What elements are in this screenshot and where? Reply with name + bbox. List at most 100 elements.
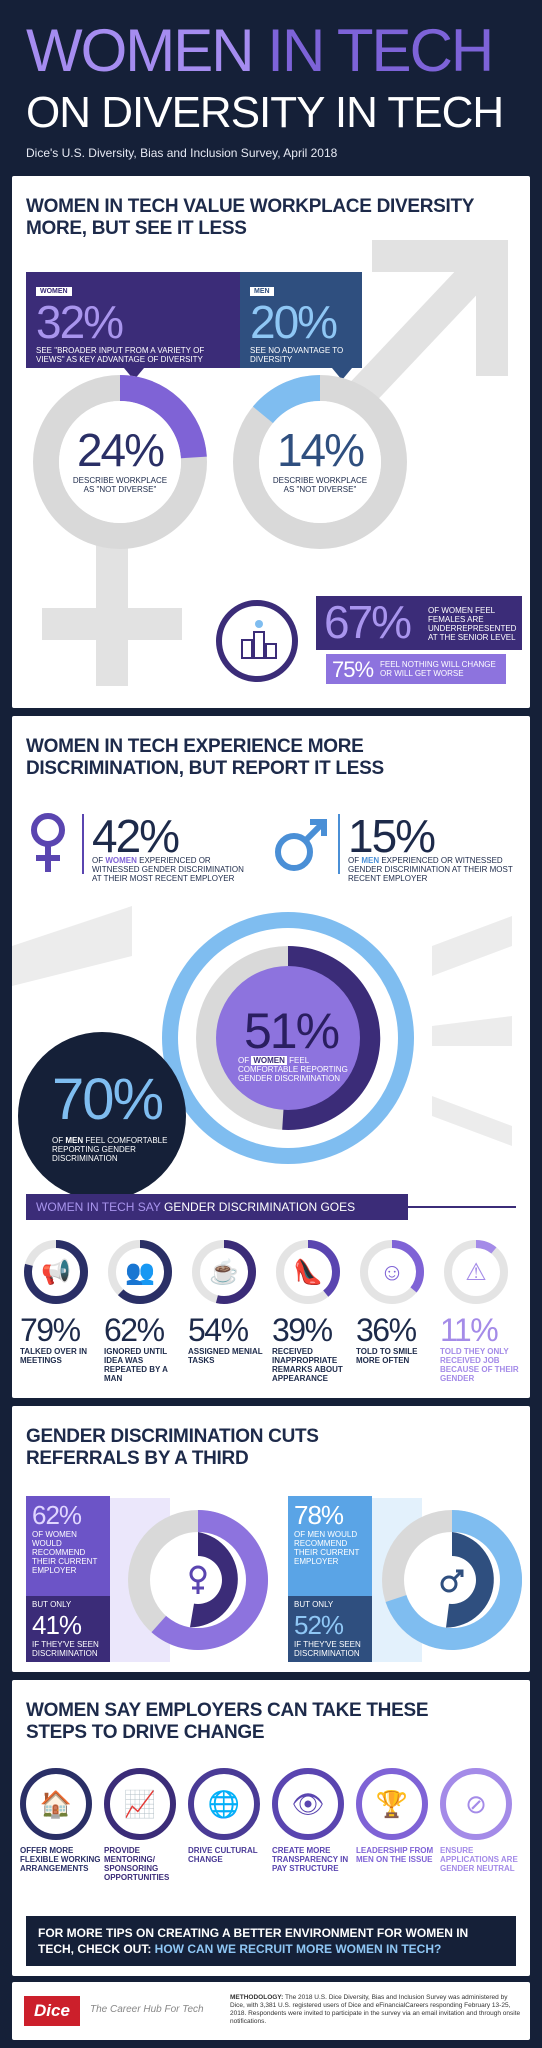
section1-title: WOMEN IN TECH VALUE WORKPLACE DIVERSITY … [26,196,474,240]
dice-logo: Dice [24,1996,80,2026]
item-pct: 39% [272,1312,333,1348]
banner-rule [408,1206,516,1208]
step-item: 👁 CREATE MORE TRANSPARENCY IN PAY STRUCTU… [272,1768,354,1873]
step-ring: 🏠 [20,1768,92,1840]
section4-title-line1: WOMEN SAY EMPLOYERS CAN TAKE THESE [26,1700,429,1721]
men-not-diverse-text: DESCRIBE WORKPLACE AS "NOT DIVERSE" [272,476,368,494]
item-ring: 📢 [24,1240,88,1304]
discrimination-item: ☺ 36% TOLD TO SMILE MORE OFTEN [356,1236,436,1365]
women-discrimination-text: OF WOMEN EXPERIENCED OR WITNESSED GENDER… [92,856,252,883]
women-disc-pre: OF [92,856,106,865]
smile-icon: ☺ [380,1259,405,1286]
megaphone-icon: 📢 [41,1258,71,1286]
senior-level-box: 67% OF WOMEN FEEL FEMALES ARE UNDERREPRE… [316,596,522,650]
men-disc-pre: OF [348,856,362,865]
men-comfortable-pct: 70% [52,1067,164,1132]
center-pre: OF [238,1056,252,1065]
coffee-icon: ☕ [209,1257,239,1286]
main-title-line2: ON DIVERSITY IN TECH [26,88,504,137]
women-disc-word: WOMEN [105,856,137,865]
discrimination-item: ⚠ 11% TOLD THEY ONLY RECEIVED JOB BECAUSE … [440,1236,520,1383]
women-comfortable-pct: 51% [244,1003,340,1059]
women-not-diverse-text: DESCRIBE WORKPLACE AS "NOT DIVERSE" [72,476,168,494]
podium-icon: 🏆 [375,1788,409,1819]
men-seen-text: IF THEY'VE SEEN DISCRIMINATION [294,1640,361,1658]
item-ring: ☕ [192,1240,256,1304]
section2-title-line1: WOMEN IN TECH EXPERIENCE MORE [26,736,364,757]
step-item: 🏠 OFFER MORE FLEXIBLE WORKING ARRANGEMENT… [20,1768,102,1873]
banner-part1: WOMEN IN TECH SAY [36,1200,161,1214]
women-not-diverse-ring [33,375,207,549]
female-symbol-icon [31,813,65,872]
men70-post: FEEL COMFORTABLE REPORTING GENDER DISCRI… [52,1136,168,1163]
discrimination-item: 📢 79% TALKED OVER IN MEETINGS [20,1236,100,1365]
subtitle: Dice's U.S. Diversity, Bias and Inclusio… [26,146,338,160]
step-ring: 🏆 [356,1768,428,1840]
step-text: ENSURE APPLICATIONS ARE GENDER NEUTRAL [440,1846,518,1873]
senior-level-pct: 67% [324,596,412,648]
men-not-diverse-ring [233,375,407,549]
women-comfortable-text: OF WOMEN FEEL COMFORTABLE REPORTING GEND… [238,1056,348,1083]
women-tag: WOMEN [36,287,72,296]
cta-line2: TECH, CHECK OUT: HOW CAN WE RECRUIT MORE… [38,1941,504,1957]
center-post: FEEL COMFORTABLE REPORTING GENDER DISCRI… [238,1056,348,1083]
step-ring: 📈 [104,1768,176,1840]
cta-box: FOR MORE TIPS ON CREATING A BETTER ENVIR… [26,1916,516,1966]
center-word: WOMEN [251,1056,287,1065]
step-text: CREATE MORE TRANSPARENCY IN PAY STRUCTUR… [272,1846,349,1873]
women-referral-ring [110,1498,269,1662]
section-workplace-diversity: WOMEN IN TECH VALUE WORKPLACE DIVERSITY … [12,176,530,708]
item-ring: 👥 [108,1240,172,1304]
men-discrimination-pct: 15% [348,810,436,862]
beyond-pay-banner: WOMEN IN TECH SAY GENDER DISCRIMINATION … [26,1194,408,1240]
men-not-diverse-pct: 14% [276,424,365,476]
step-item: ⊘ ENSURE APPLICATIONS ARE GENDER NEUTRAL [440,1768,522,1873]
section1-title-line2: MORE, BUT SEE IT LESS [26,218,247,239]
banner-part2: GENDER DISCRIMINATION GOES BEYOND PAY [36,1200,356,1240]
men-advantage-text: SEE NO ADVANTAGE TO DIVERSITY [250,346,344,364]
senior-level-text: OF WOMEN FEEL FEMALES ARE UNDERREPRESENT… [428,606,517,642]
men-referral-ring [372,1498,522,1662]
section2-title: WOMEN IN TECH EXPERIENCE MORE DISCRIMINA… [26,736,384,780]
reporting-comfort-graphic [12,906,512,1196]
item-text: RECEIVED INAPPROPRIATE REMARKS ABOUT APP… [272,1347,343,1383]
men-divider [338,814,340,874]
section-referrals: GENDER DISCRIMINATION CUTS REFERRALS BY … [12,1406,530,1672]
men70-word: MEN [65,1136,84,1145]
heel-icon: 👠 [293,1257,323,1286]
women-seen-text: IF THEY'VE SEEN DISCRIMINATION [32,1640,99,1658]
women-advantage-pct: 32% [36,296,124,348]
men-tag: MEN [250,287,274,296]
no-gender-icon: ⊘ [465,1788,487,1819]
men70-pre: OF [52,1136,66,1145]
section4-title-line2: STEPS TO DRIVE CHANGE [26,1722,265,1743]
men-recommend-text: OF MEN WOULD RECOMMEND THEIR CURRENT EMP… [294,1530,360,1566]
women-advantage-text: SEE "BROADER INPUT FROM A VARIETY OF VIE… [36,346,205,364]
step-ring: 🌐 [188,1768,260,1840]
item-pct: 36% [356,1312,417,1348]
step-item: 🏆 LEADERSHIP FROM MEN ON THE ISSUE [356,1768,438,1864]
title-women: WOMEN [26,17,255,84]
briefcase-home-icon: 🏠 [39,1788,73,1819]
discrimination-item: ☕ 54% ASSIGNED MENIAL TASKS [188,1236,268,1365]
women-recommend-text: OF WOMEN WOULD RECOMMEND THEIR CURRENT E… [32,1530,98,1575]
main-title: WOMEN IN TECH [26,17,494,84]
step-text: PROVIDE MENTORING/ SPONSORING OPPORTUNIT… [104,1846,170,1882]
cta-link[interactable]: HOW CAN WE RECRUIT MORE WOMEN IN TECH? [154,1942,442,1956]
footer: Dice The Career Hub For Tech METHODOLOGY… [12,1982,530,2040]
men-seen-pct: 52% [294,1610,344,1640]
discrimination-item: 👥 62% IGNORED UNTIL IDEA WAS REPEATED BY A… [104,1236,184,1383]
men-discrimination-text: OF MEN EXPERIENCED OR WITNESSED GENDER D… [348,856,516,883]
step-ring: ⊘ [440,1768,512,1840]
item-text: TOLD THEY ONLY RECEIVED JOB BECAUSE OF T… [440,1347,519,1383]
step-text: OFFER MORE FLEXIBLE WORKING ARRANGEMENTS [20,1846,101,1873]
section2-title-line2: DISCRIMINATION, BUT REPORT IT LESS [26,758,384,779]
item-text: TOLD TO SMILE MORE OFTEN [356,1347,418,1365]
women-seen-pct: 41% [32,1610,82,1640]
section4-title: WOMEN SAY EMPLOYERS CAN TAKE THESE STEPS… [26,1700,429,1744]
globe-people-icon: 🌐 [207,1788,241,1819]
women-divider [82,814,84,874]
item-pct: 54% [188,1312,249,1348]
warning-female-icon: ⚠ [465,1259,487,1286]
section3-title-line1: GENDER DISCRIMINATION CUTS [26,1426,319,1447]
